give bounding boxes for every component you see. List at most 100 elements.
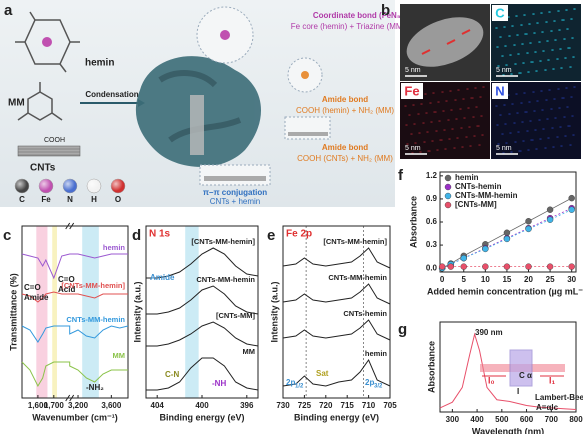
map-dot	[557, 10, 559, 12]
mm-label: MM	[8, 98, 25, 109]
map-dot	[518, 150, 520, 152]
map-dot	[454, 99, 456, 101]
map-dot	[424, 93, 426, 95]
map-dot	[474, 135, 476, 137]
map-dot	[573, 8, 575, 10]
map-dot	[476, 125, 478, 127]
map-dot	[495, 105, 497, 107]
map-dot	[558, 29, 560, 31]
map-dot	[542, 50, 544, 52]
series-line	[21, 291, 128, 303]
panel-label: d	[132, 227, 141, 244]
map-dot	[443, 110, 445, 112]
map-dot	[442, 110, 444, 112]
map-dot	[418, 113, 420, 115]
annotation: -NH₂	[86, 383, 104, 392]
map-dot	[545, 21, 547, 23]
point	[460, 254, 467, 262]
map-dot	[497, 124, 499, 126]
legend-marker	[444, 192, 452, 200]
map-dot	[551, 49, 553, 51]
series-line	[146, 357, 259, 391]
map-dot	[544, 69, 546, 71]
annotation: Lambert-Beer	[535, 393, 583, 402]
legend-label: hemin	[455, 173, 479, 182]
map-dot	[527, 71, 529, 73]
map-dot	[423, 122, 425, 124]
map-dot	[533, 110, 535, 112]
map-dot	[431, 121, 433, 123]
x-tick-label: 0	[440, 275, 445, 284]
map-dot	[531, 139, 533, 141]
series-line	[146, 285, 259, 315]
map-dot	[472, 97, 474, 99]
map-dot	[420, 151, 422, 153]
map-dot	[414, 123, 416, 125]
annotation: I₁	[549, 375, 556, 385]
map-dot	[422, 122, 424, 124]
highlight-band	[82, 226, 99, 398]
x-tick-label: 730	[276, 401, 290, 410]
fe-core	[220, 30, 230, 40]
map-dot	[566, 28, 568, 30]
y-axis-title: Absorbance	[426, 341, 436, 393]
map-dot	[419, 132, 421, 134]
map-dot	[439, 120, 441, 122]
map-dot	[462, 146, 464, 148]
panel-label: a	[4, 2, 13, 19]
map-dot	[496, 124, 498, 126]
map-dot	[436, 149, 438, 151]
map-dot	[560, 67, 562, 69]
map-dot	[447, 119, 449, 121]
map-dot	[511, 151, 513, 153]
map-dot	[521, 121, 523, 123]
map-dot	[552, 127, 554, 129]
point	[546, 206, 554, 213]
map-dot	[570, 144, 572, 146]
map-dot	[415, 142, 417, 144]
point	[525, 225, 532, 233]
map-dot	[509, 113, 511, 115]
map-dot	[515, 15, 517, 17]
map-dot	[501, 133, 503, 135]
map-dot	[427, 150, 429, 152]
map-dot	[533, 91, 535, 93]
scale-label: 5 nm	[496, 145, 512, 152]
x-axis-title: Wavenumber (cm⁻¹)	[32, 412, 117, 422]
map-dot	[451, 128, 453, 130]
annotation: Amide	[24, 293, 49, 302]
series-label: hemin	[103, 243, 126, 252]
map-dot	[520, 24, 522, 26]
map-dot	[565, 135, 567, 137]
map-dot	[555, 117, 557, 119]
map-dot	[536, 100, 538, 102]
map-dot	[430, 102, 432, 104]
map-dot	[437, 149, 439, 151]
annotation: I	[517, 387, 519, 396]
tile-label-bg	[492, 5, 508, 21]
map-dot	[511, 25, 513, 27]
map-dot	[445, 148, 447, 150]
map-dot	[448, 119, 450, 121]
tem-particle	[406, 17, 484, 67]
map-dot	[556, 58, 558, 60]
map-dot	[539, 138, 541, 140]
map-dot	[421, 103, 423, 105]
cnt-surface	[288, 132, 328, 136]
map-dot	[541, 109, 543, 111]
map-dot	[525, 111, 527, 113]
point	[460, 263, 467, 270]
map-dot	[462, 98, 464, 100]
tile-label: Fe	[404, 83, 419, 98]
map-dot	[519, 150, 521, 152]
map-dot	[475, 106, 477, 108]
map-dot	[528, 101, 530, 103]
map-dot	[443, 129, 445, 131]
panel-label: f	[398, 167, 404, 184]
map-dot	[504, 104, 506, 106]
map-dot	[423, 141, 425, 143]
map-dot	[536, 148, 538, 150]
map-dot	[476, 106, 478, 108]
point	[568, 206, 575, 213]
map-dot	[539, 119, 541, 121]
